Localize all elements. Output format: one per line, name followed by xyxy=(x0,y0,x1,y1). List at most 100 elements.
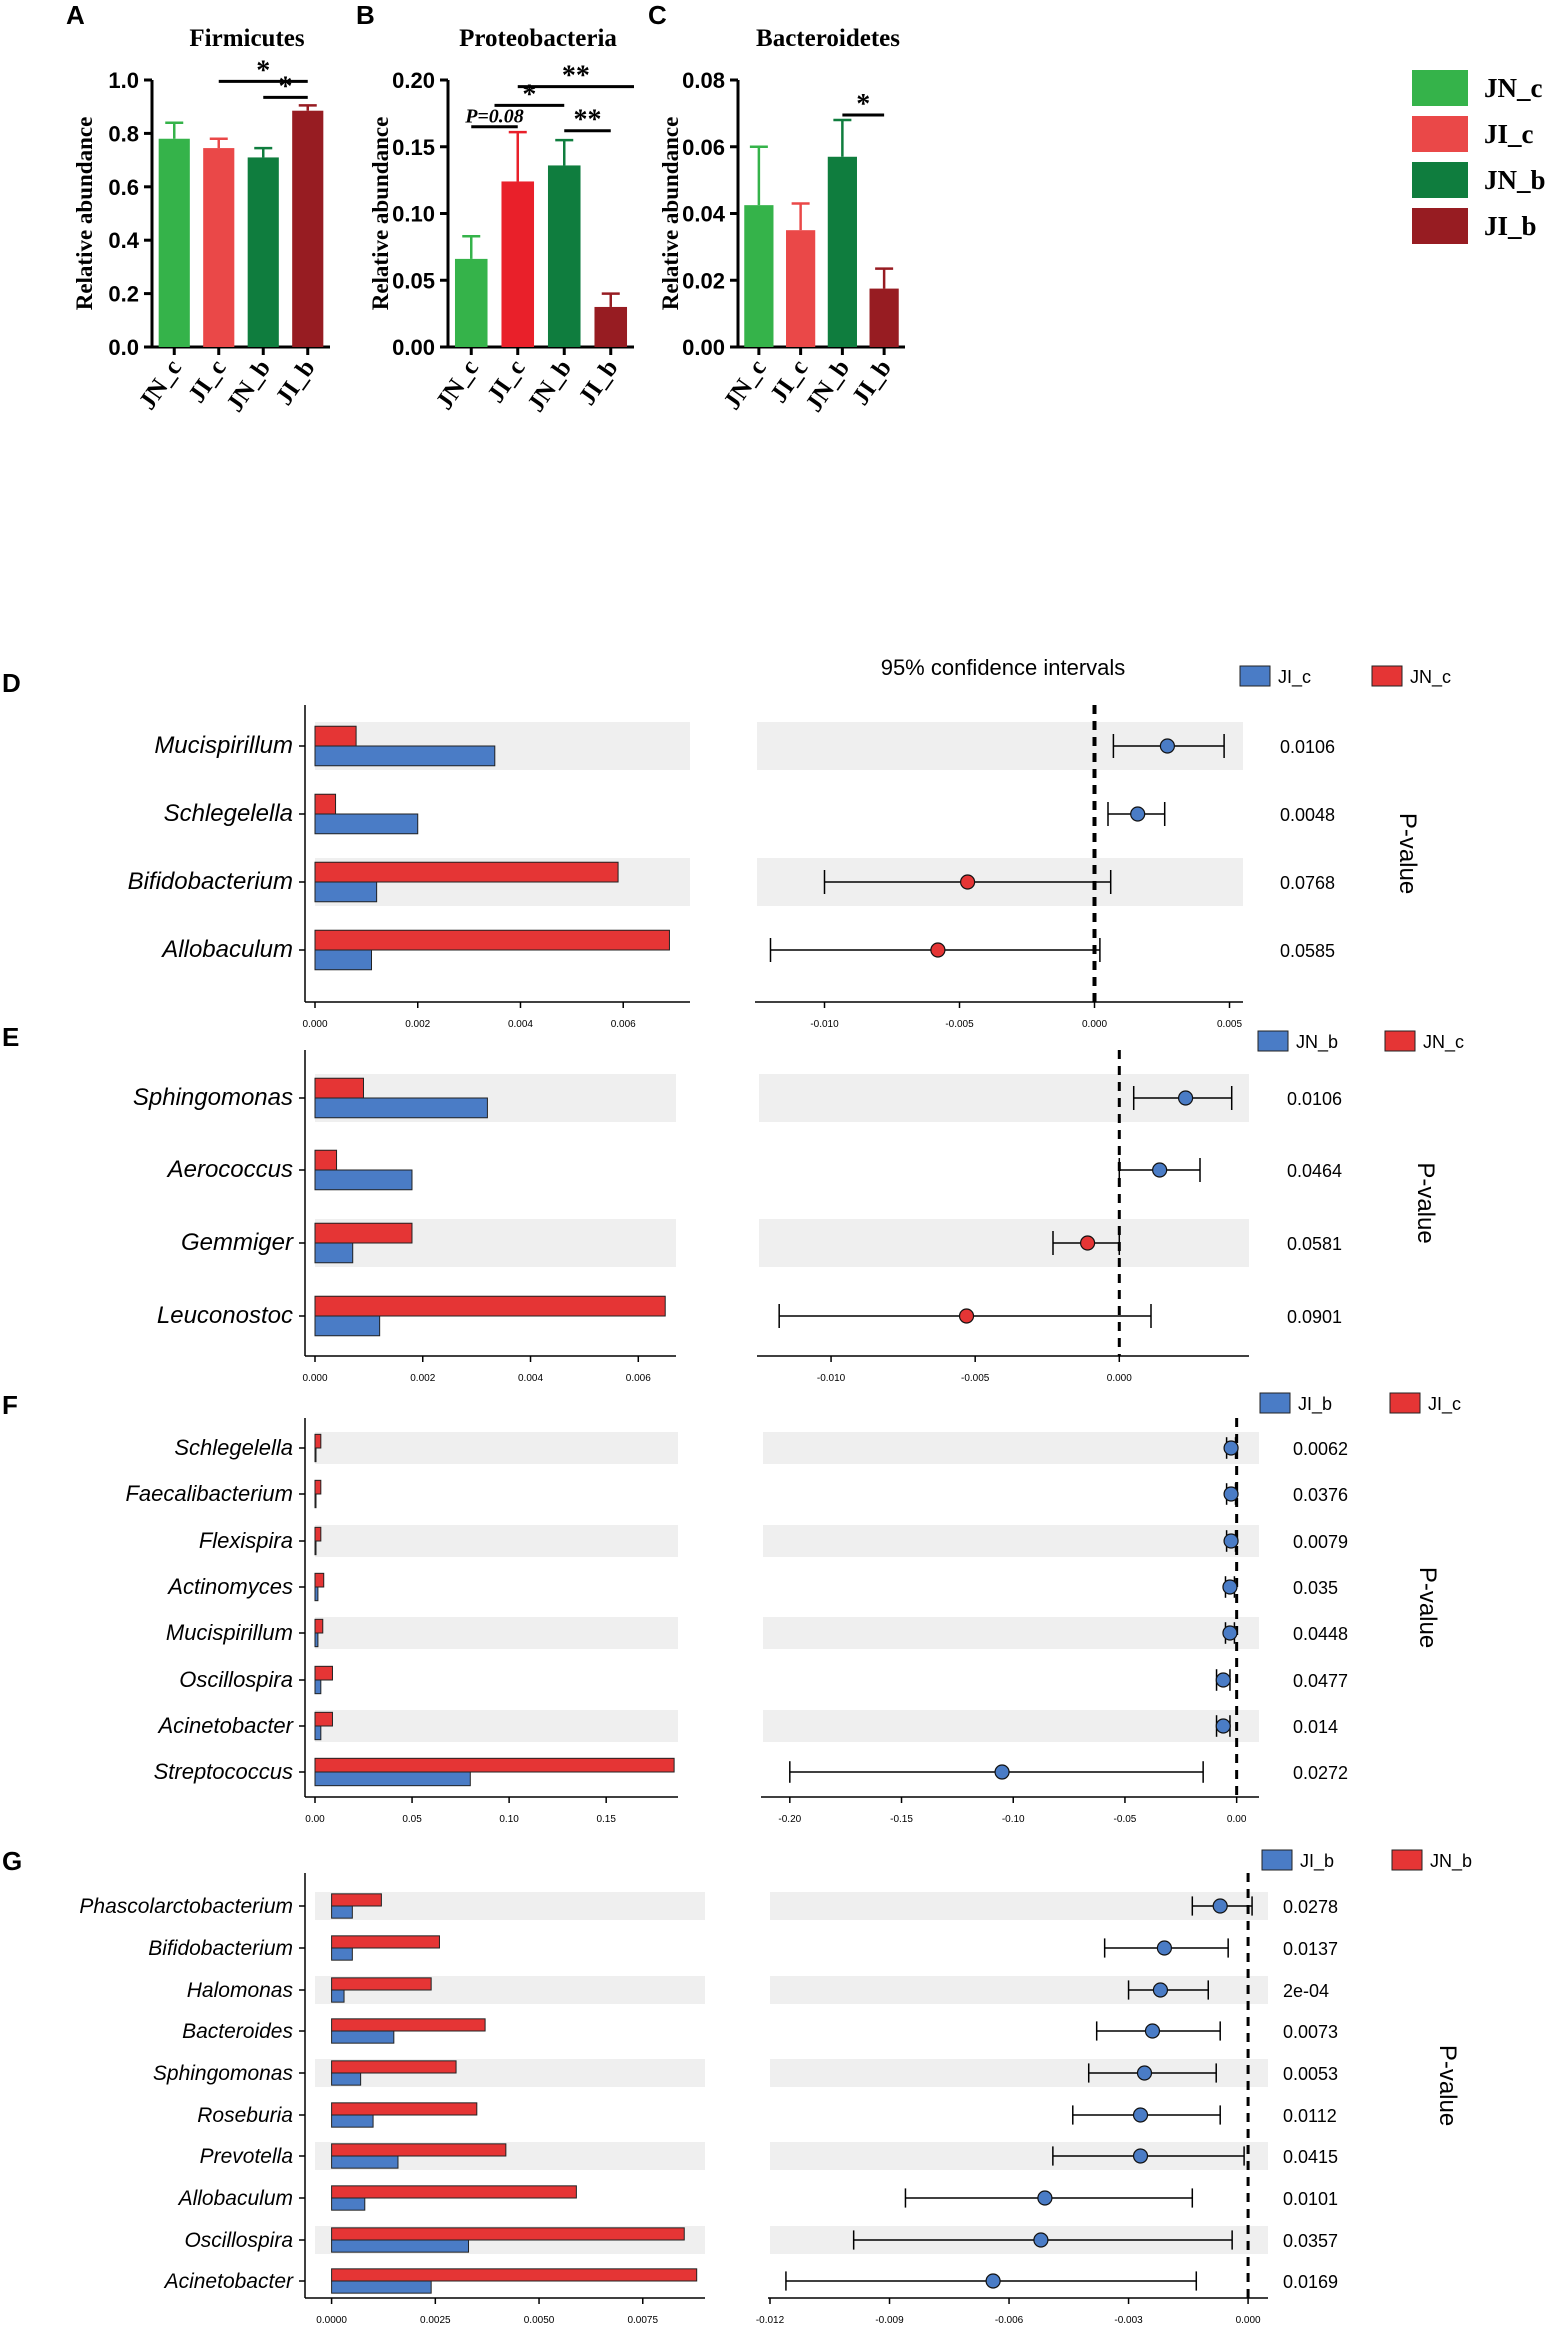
y-axis-label: Relative abundance xyxy=(368,117,393,311)
row-stripe xyxy=(763,1525,1259,1557)
bar-red xyxy=(331,2227,685,2241)
ci-x-tick-label: 0.00 xyxy=(1227,1814,1247,1825)
bar-red xyxy=(331,1893,382,1907)
p-value: 0.0376 xyxy=(1293,1485,1348,1505)
panel-letter: E xyxy=(2,1022,19,1052)
taxon-label: Allobaculum xyxy=(177,2187,293,2210)
legend-swatch xyxy=(1389,1392,1421,1414)
ci-estimate-point xyxy=(1177,1090,1194,1106)
bar-red xyxy=(331,2268,698,2282)
ci-estimate-point xyxy=(1215,1718,1231,1734)
ci-estimate-point xyxy=(1223,1440,1239,1456)
p-value-axis-label: P-value xyxy=(1394,813,1421,894)
y-tick-label: 1.0 xyxy=(108,68,139,93)
ci-x-tick-label: -0.006 xyxy=(995,2315,1024,2326)
bar-red xyxy=(331,2018,486,2032)
legend-label: JI_b xyxy=(1300,1851,1334,1872)
ci-x-tick-label: -0.003 xyxy=(1114,2315,1143,2326)
taxon-label: Aerococcus xyxy=(166,1156,293,1183)
bar-blue xyxy=(331,1947,353,1961)
bar-JN_c xyxy=(744,205,774,347)
ci-estimate-point xyxy=(1212,1898,1228,1914)
row-stripe xyxy=(770,1892,1268,1920)
bar-blue xyxy=(331,2114,374,2128)
x-tick-label: JN_b xyxy=(221,355,276,417)
bar-x-tick-label: 0.15 xyxy=(596,1814,616,1825)
ci-estimate-point xyxy=(1144,2023,1161,2039)
legend-label: JN_b xyxy=(1484,165,1546,195)
bar-red xyxy=(314,1618,324,1634)
bar-red xyxy=(331,1935,440,1949)
bar-JI_c xyxy=(203,148,235,347)
p-value: 0.0581 xyxy=(1287,1234,1342,1254)
taxon-label: Sphingomonas xyxy=(133,1084,293,1111)
bar-x-tick-label: 0.05 xyxy=(402,1814,422,1825)
bar-x-tick-label: 0.006 xyxy=(626,1373,651,1384)
p-value: 0.0048 xyxy=(1280,805,1335,825)
bar-blue xyxy=(331,2239,470,2253)
p-value: 0.0073 xyxy=(1283,2022,1338,2042)
bar-blue xyxy=(314,949,373,971)
taxon-label: Oscillospira xyxy=(179,1667,293,1692)
ci-x-tick-label: -0.05 xyxy=(1114,1814,1137,1825)
significance-label: * xyxy=(522,79,536,110)
bar-JN_b xyxy=(247,157,279,347)
bar-blue xyxy=(331,2155,399,2169)
x-tick-label: JI_b xyxy=(847,355,897,410)
ci-estimate-point xyxy=(994,1764,1010,1780)
bar-x-tick-label: 0.00 xyxy=(305,1814,325,1825)
ci-estimate-point xyxy=(1132,2107,1149,2123)
significance-label: ** xyxy=(574,105,602,136)
bar-blue xyxy=(314,1242,354,1264)
ci-estimate-point xyxy=(1130,806,1146,822)
bar-x-tick-label: 0.002 xyxy=(405,1019,430,1030)
bar-red xyxy=(331,2143,507,2157)
bar-blue xyxy=(314,1447,317,1463)
bar-x-tick-label: 0.0075 xyxy=(627,2315,658,2326)
ci-estimate-point xyxy=(1222,1579,1238,1595)
panel-b: B Proteobacteria Relative abundance 0.00 0.0… xyxy=(356,0,634,417)
ci-estimate-point xyxy=(1079,1235,1096,1251)
taxon-label: Bifidobacterium xyxy=(148,1937,293,1960)
ci-estimate-point xyxy=(959,874,976,890)
legend-label: JI_b xyxy=(1484,211,1537,241)
p-value-axis-label: P-value xyxy=(1412,1162,1439,1243)
ci-estimate-point xyxy=(1037,2190,1053,2206)
bar-JI_b xyxy=(292,110,324,347)
p-value: 0.0272 xyxy=(1293,1763,1348,1783)
p-value: 0.014 xyxy=(1293,1717,1338,1737)
top-legend: JN_c JI_c JN_b JI_b xyxy=(1412,70,1546,244)
ci-estimate-point xyxy=(1136,2065,1153,2081)
significance-label: P=0.08 xyxy=(464,106,524,128)
taxon-label: Faecalibacterium xyxy=(125,1481,293,1506)
x-tick-label: JI_b xyxy=(574,355,624,410)
ci-x-tick-label: -0.20 xyxy=(778,1814,801,1825)
bar-blue xyxy=(314,813,419,835)
bar-red xyxy=(314,1295,666,1317)
legend-label: JN_c xyxy=(1423,1032,1464,1053)
p-value: 0.0101 xyxy=(1283,2189,1338,2209)
y-tick-label: 0.05 xyxy=(392,268,435,293)
legend-swatch xyxy=(1412,70,1468,106)
bar-red xyxy=(314,929,670,951)
row-stripe xyxy=(315,1432,678,1464)
taxon-label: Sphingomonas xyxy=(153,2062,294,2085)
y-tick-label: 0.2 xyxy=(108,282,139,307)
panel-letter: D xyxy=(2,668,21,698)
ci-estimate-point xyxy=(1156,1940,1173,1956)
legend-swatch xyxy=(1261,1849,1293,1871)
legend-swatch xyxy=(1259,1392,1291,1414)
x-tick-label: JI_b xyxy=(271,355,321,410)
bar-x-tick-label: 0.0000 xyxy=(316,2315,347,2326)
taxon-label: Schlegelella xyxy=(164,800,293,827)
bar-red xyxy=(314,1433,322,1449)
taxon-label: Leuconostoc xyxy=(157,1302,293,1329)
row-stripe xyxy=(763,1617,1259,1649)
ci-x-tick-label: -0.005 xyxy=(945,1019,974,1030)
legend-label: JI_c xyxy=(1428,1394,1461,1415)
row-stripe xyxy=(315,1617,678,1649)
x-tick-label: JN_c xyxy=(719,355,772,415)
panel-letter: G xyxy=(2,1846,22,1876)
panel-c: C Bacteroidetes Relative abundance 0.00 0.02… xyxy=(648,0,905,417)
